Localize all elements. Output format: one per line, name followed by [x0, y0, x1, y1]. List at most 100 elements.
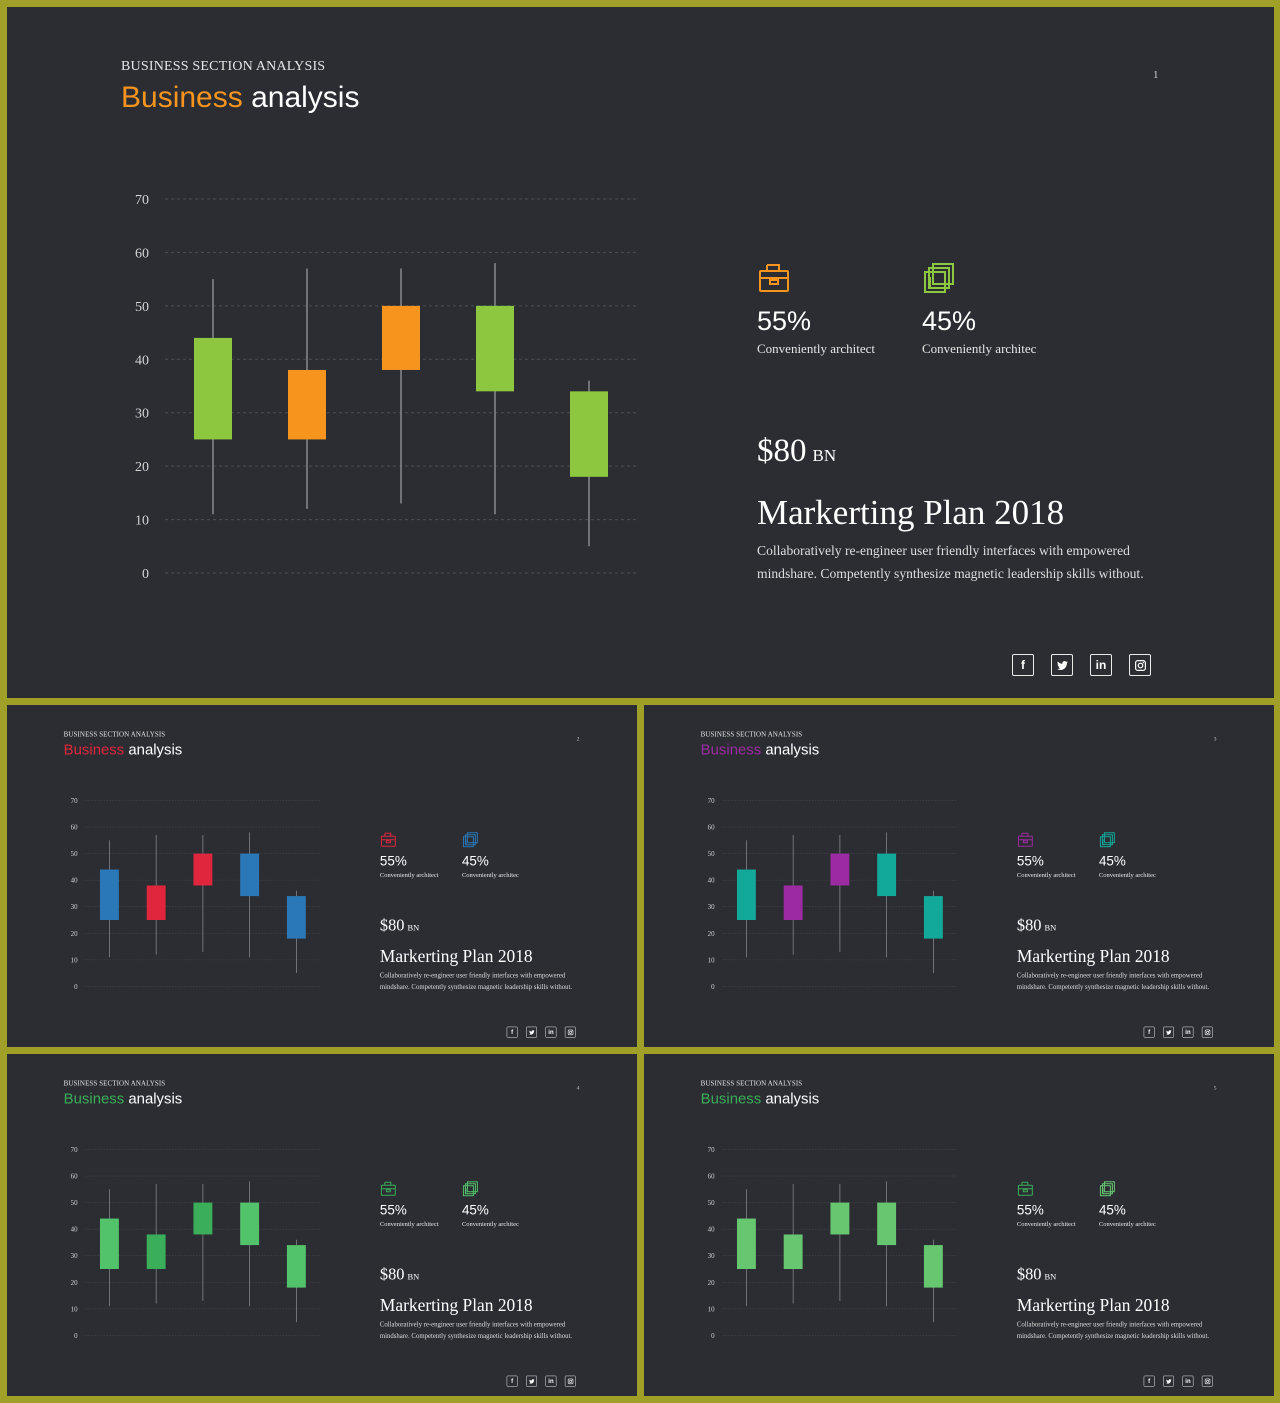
candlestick-chart: 0 10 20 30 40 50 60 70	[71, 1146, 322, 1340]
instagram-icon[interactable]	[564, 1026, 576, 1038]
instagram-icon[interactable]	[1129, 654, 1151, 676]
facebook-icon[interactable]: f	[506, 1375, 518, 1387]
twitter-icon[interactable]	[526, 1375, 538, 1387]
candle	[240, 832, 260, 958]
slide-5[interactable]: BUSINESS SECTION ANALYSIS Business analy…	[644, 1054, 1274, 1396]
money-unit: BN	[407, 923, 420, 933]
facebook-icon[interactable]: f	[1143, 1375, 1155, 1387]
slide-1[interactable]: BUSINESS SECTION ANALYSIS Business analy…	[7, 7, 1274, 698]
twitter-bird-glyph	[1165, 1029, 1172, 1035]
candle	[877, 1181, 897, 1307]
instagram-icon[interactable]	[1201, 1026, 1213, 1038]
money-unit: BN	[1044, 1272, 1057, 1282]
title-accent-word: Business	[700, 1090, 762, 1108]
stat-label: Conveniently architec	[461, 1220, 519, 1228]
stat-value: 55%	[1016, 853, 1044, 869]
plan-heading: Markerting Plan 2018	[379, 946, 533, 967]
stat-card-2: 45% Conveniently architec	[1099, 1180, 1156, 1228]
candle-body	[194, 337, 232, 440]
twitter-icon[interactable]	[1051, 654, 1073, 676]
stat-label: Conveniently architec	[1098, 1220, 1156, 1228]
money-value: $80	[1016, 916, 1042, 935]
y-tick-label: 10	[708, 956, 715, 964]
candle-body	[99, 869, 119, 921]
candle-body	[146, 1234, 166, 1270]
candle-body	[570, 391, 608, 477]
linkedin-icon[interactable]: in	[1090, 654, 1112, 676]
y-tick-label: 10	[71, 1305, 78, 1313]
slide-3[interactable]: BUSINESS SECTION ANALYSIS Business analy…	[644, 705, 1274, 1047]
candle-body	[877, 1202, 897, 1246]
stat-value: 55%	[379, 853, 407, 869]
title-accent-word: Business	[700, 741, 762, 759]
y-tick-label: 40	[708, 1226, 715, 1234]
briefcase-icon	[380, 1181, 396, 1196]
candle	[286, 1239, 306, 1323]
candle	[830, 834, 850, 952]
stat-value: 45%	[461, 1202, 489, 1218]
plan-description: Collaboratively re-engineer user friendl…	[379, 1320, 573, 1340]
y-tick-label: 50	[71, 850, 78, 858]
instagram-camera-glyph	[1134, 659, 1146, 671]
money-figure: $80 BN	[380, 917, 419, 935]
linkedin-glyph: in	[548, 1028, 554, 1036]
candle-body	[240, 1202, 260, 1246]
twitter-icon[interactable]	[526, 1026, 538, 1038]
twitter-bird-glyph	[1056, 660, 1068, 670]
candle	[194, 279, 232, 515]
linkedin-icon[interactable]: in	[1182, 1026, 1194, 1038]
y-tick-label: 10	[135, 514, 149, 529]
stat-card-1: 55% Conveniently architect	[380, 1180, 439, 1228]
linkedin-icon[interactable]: in	[545, 1026, 557, 1038]
y-tick-label: 20	[708, 1279, 715, 1287]
twitter-icon[interactable]	[1163, 1026, 1175, 1038]
section-kicker: BUSINESS SECTION ANALYSIS	[63, 730, 166, 739]
y-tick-label: 60	[708, 1173, 715, 1181]
stat-label: Conveniently architect	[757, 341, 876, 356]
candle-body	[286, 1245, 306, 1288]
instagram-icon[interactable]	[564, 1375, 576, 1387]
slide-title: Business analysis	[701, 742, 820, 759]
money-value: $80	[757, 433, 807, 469]
instagram-icon[interactable]	[1201, 1375, 1213, 1387]
facebook-icon[interactable]: f	[506, 1026, 518, 1038]
y-tick-label: 50	[708, 850, 715, 858]
title-rest-word: analysis	[128, 1090, 183, 1108]
slide-4[interactable]: BUSINESS SECTION ANALYSIS Business analy…	[7, 1054, 637, 1396]
facebook-icon[interactable]: f	[1143, 1026, 1155, 1038]
y-tick-label: 60	[71, 824, 78, 832]
twitter-icon[interactable]	[1163, 1375, 1175, 1387]
briefcase-icon	[380, 832, 396, 847]
slide-2[interactable]: BUSINESS SECTION ANALYSIS Business analy…	[7, 705, 637, 1047]
y-tick-label: 30	[708, 903, 715, 911]
y-tick-label: 30	[135, 407, 149, 422]
facebook-icon[interactable]: f	[1012, 654, 1034, 676]
candle	[146, 834, 166, 955]
social-links: f in	[1012, 654, 1151, 676]
stat-card-1: 55% Conveniently architect	[1017, 1180, 1076, 1228]
y-tick-label: 60	[71, 1173, 78, 1181]
stat-value: 55%	[379, 1202, 407, 1218]
slide-title: Business analysis	[64, 1091, 183, 1108]
page-number: 5	[1213, 1084, 1217, 1091]
linkedin-icon[interactable]: in	[1182, 1375, 1194, 1387]
y-tick-label: 0	[711, 983, 715, 991]
linkedin-glyph: in	[548, 1377, 554, 1385]
candle-body	[783, 1234, 803, 1270]
twitter-bird-glyph	[528, 1029, 535, 1035]
candle-body	[877, 853, 897, 897]
stat-value: 55%	[757, 306, 812, 336]
stat-value: 45%	[922, 306, 977, 336]
candle	[923, 1239, 943, 1323]
social-links: f in	[1143, 1375, 1213, 1387]
candle-body	[923, 1245, 943, 1288]
y-tick-label: 20	[708, 930, 715, 938]
linkedin-icon[interactable]: in	[545, 1375, 557, 1387]
briefcase-icon	[1017, 1181, 1033, 1196]
copy-folders-icon	[462, 1181, 478, 1197]
y-tick-label: 30	[708, 1252, 715, 1260]
candle-body	[923, 896, 943, 939]
plan-description: Collaboratively re-engineer user friendl…	[1016, 971, 1210, 991]
candle	[923, 890, 943, 974]
slide-title: Business analysis	[64, 742, 183, 759]
